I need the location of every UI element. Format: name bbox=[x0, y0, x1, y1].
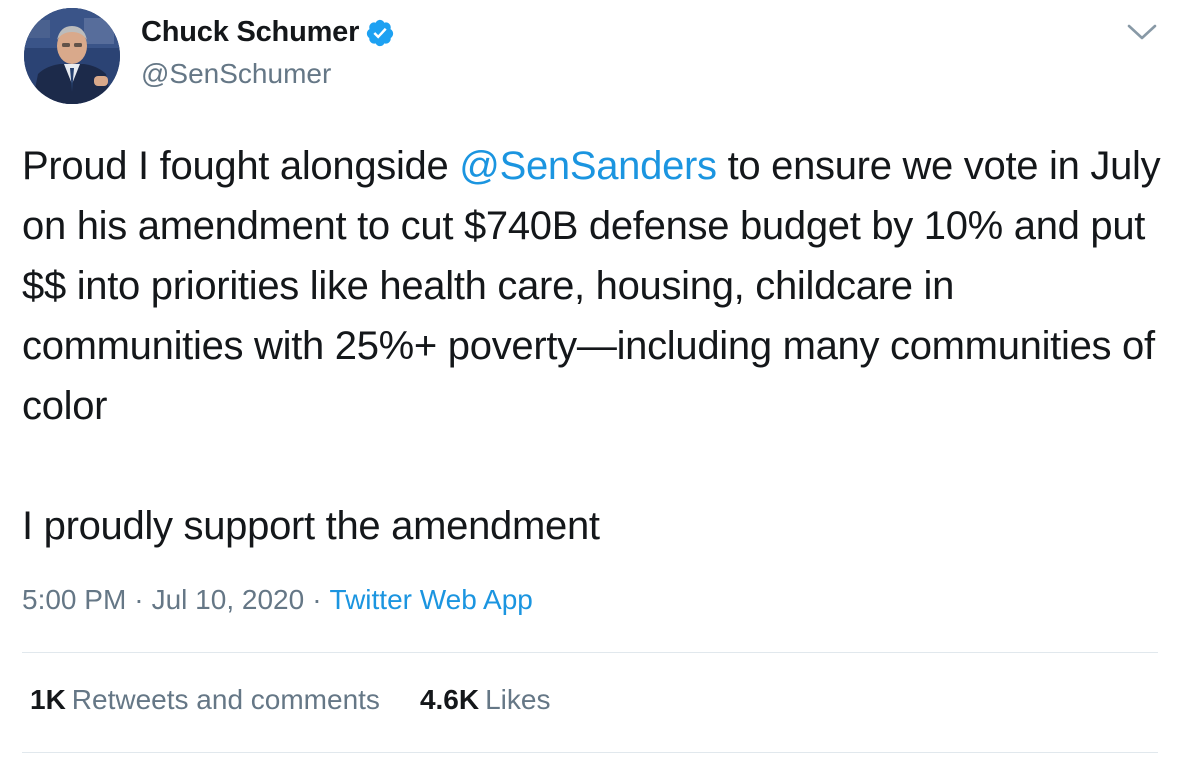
profile-photo bbox=[24, 8, 120, 104]
author-display-name[interactable]: Chuck Schumer bbox=[141, 16, 360, 48]
divider bbox=[22, 652, 1158, 653]
author-handle[interactable]: @SenSchumer bbox=[141, 58, 332, 89]
mention-link[interactable]: @SenSanders bbox=[459, 144, 717, 188]
verified-badge-icon bbox=[365, 18, 395, 48]
meta-separator: · bbox=[134, 584, 144, 615]
paragraph-spacer bbox=[22, 436, 1172, 496]
tweet-metadata: 5:00 PM · Jul 10, 2020 · Twitter Web App bbox=[22, 584, 533, 616]
tweet-source-link[interactable]: Twitter Web App bbox=[329, 584, 533, 615]
avatar[interactable] bbox=[24, 8, 120, 104]
retweets-count: 1K bbox=[30, 684, 66, 715]
retweets-label: Retweets and comments bbox=[71, 684, 380, 715]
chevron-down-icon[interactable] bbox=[1124, 18, 1160, 46]
meta-separator: · bbox=[312, 584, 322, 615]
tweet-date[interactable]: Jul 10, 2020 bbox=[151, 584, 305, 615]
tweet-text-pre: Proud I fought alongside bbox=[22, 144, 460, 188]
tweet-text: Proud I fought alongside @SenSanders to … bbox=[22, 136, 1172, 556]
retweets-stat[interactable]: 1K Retweets and comments bbox=[30, 684, 380, 716]
divider bbox=[22, 752, 1158, 753]
tweet-paragraph-2: I proudly support the amendment bbox=[22, 504, 600, 548]
likes-count: 4.6K bbox=[419, 684, 480, 715]
tweet-time[interactable]: 5:00 PM bbox=[22, 584, 127, 615]
engagement-stats: 1K Retweets and comments 4.6K Likes bbox=[30, 684, 550, 716]
likes-stat[interactable]: 4.6K Likes bbox=[420, 684, 551, 716]
author-name-row[interactable]: Chuck Schumer bbox=[141, 16, 395, 49]
likes-label: Likes bbox=[485, 684, 551, 715]
tweet-text-post: to ensure we vote in July on his amendme… bbox=[22, 144, 1161, 428]
tweet-paragraph: Proud I fought alongside @SenSanders to … bbox=[22, 136, 1172, 436]
